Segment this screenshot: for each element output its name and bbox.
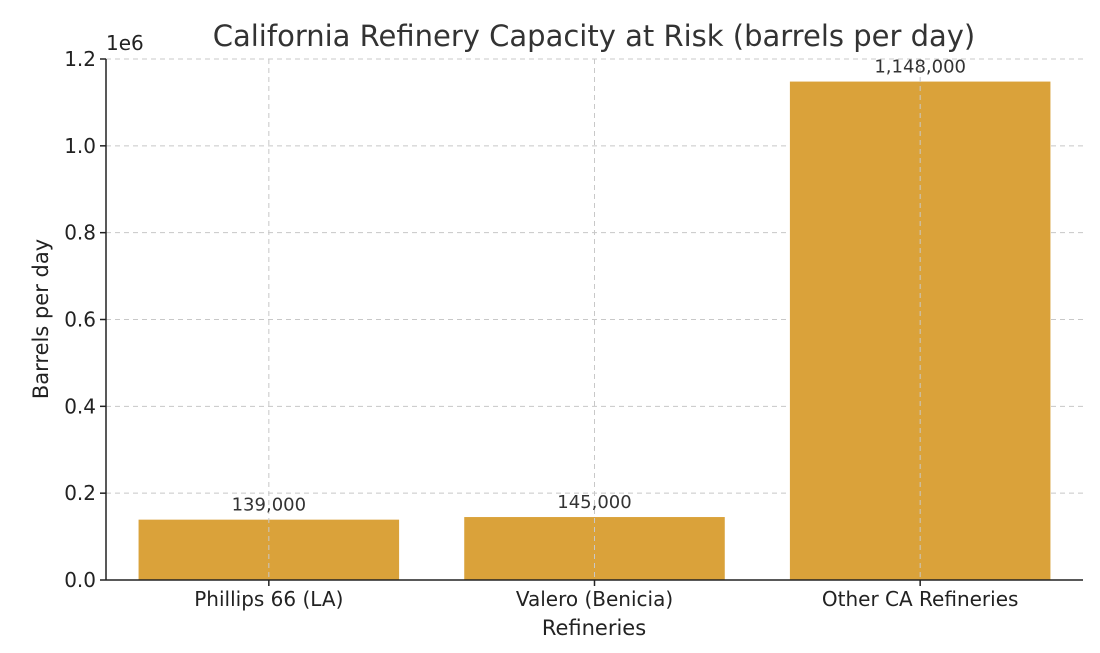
x-tick-label: Valero (Benicia) [516, 587, 673, 611]
data-label: 145,000 [557, 492, 631, 513]
data-labels: 139,000 145,000 1,148,000 [232, 57, 966, 516]
x-ticks: Phillips 66 (LA) Valero (Benicia) Other CA… [194, 580, 1018, 611]
y-tick-label: 1.2 [64, 47, 96, 71]
y-axis-offset-label: 1e6 [106, 31, 144, 55]
y-tick-label: 0.4 [64, 394, 96, 418]
x-axis-label: Refineries [542, 616, 646, 640]
y-tick-label: 1.0 [64, 134, 96, 158]
y-ticks: 0.0 0.2 0.4 0.6 0.8 1.0 1.2 [64, 47, 106, 592]
y-tick-label: 0.6 [64, 308, 96, 332]
data-label: 1,148,000 [874, 57, 966, 78]
x-tick-label: Phillips 66 (LA) [194, 587, 343, 611]
data-label: 139,000 [232, 495, 306, 516]
y-tick-label: 0.2 [64, 481, 96, 505]
y-tick-label: 0.8 [64, 221, 96, 245]
y-axis-label: Barrels per day [29, 239, 53, 399]
x-tick-label: Other CA Refineries [822, 587, 1019, 611]
y-tick-label: 0.0 [64, 568, 96, 592]
chart-title: California Refinery Capacity at Risk (ba… [213, 19, 976, 53]
